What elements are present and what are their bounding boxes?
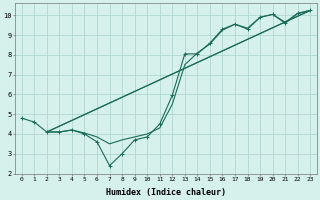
X-axis label: Humidex (Indice chaleur): Humidex (Indice chaleur) xyxy=(106,188,226,197)
